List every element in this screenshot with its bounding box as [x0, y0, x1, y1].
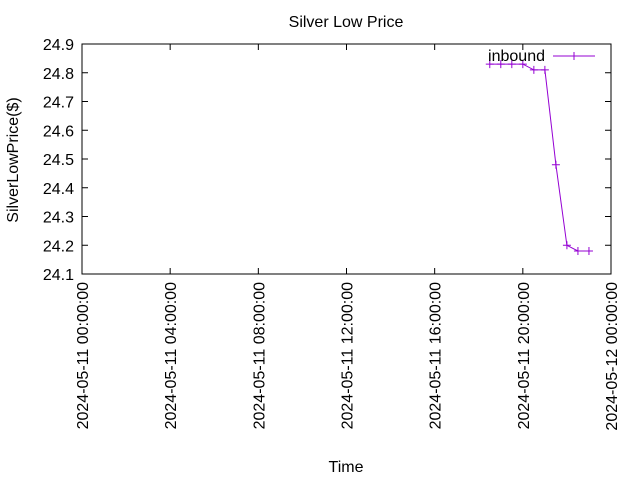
legend-label: inbound	[488, 48, 545, 65]
data-point	[496, 60, 505, 69]
y-tick-label: 24.4	[43, 181, 74, 198]
data-point	[529, 65, 538, 74]
y-tick-label: 24.7	[43, 95, 74, 112]
y-tick-label: 24.2	[43, 238, 74, 255]
data-point	[540, 65, 549, 74]
data-point	[573, 247, 582, 255]
x-tick-label: 2024-05-12 00:00:00	[604, 282, 621, 431]
y-axis: 24.1 24.2 24.3 24.4 24.5 24.6 24.7 24.8 24.9	[43, 37, 611, 284]
y-tick-label: 24.8	[43, 66, 74, 83]
data-point	[518, 60, 527, 69]
y-axis-label: SilverLowPrice($)	[5, 97, 22, 222]
y-tick-label: 24.3	[43, 210, 74, 227]
plot-frame	[81, 43, 612, 275]
x-tick-label: 2024-05-11 00:00:00	[75, 282, 92, 429]
data-point	[507, 60, 516, 69]
data-point	[485, 60, 494, 69]
plot-border	[81, 43, 612, 275]
data-point	[551, 160, 560, 169]
x-axis: 2024-05-11 00:00:00 2024-05-11 04:00:00 20…	[75, 44, 621, 431]
legend: inbound	[488, 48, 595, 65]
y-tick-label: 24.1	[43, 267, 74, 284]
data-point	[584, 247, 593, 255]
chart-title: Silver Low Price	[289, 14, 404, 31]
data-point	[562, 241, 571, 250]
x-axis-label: Time	[329, 459, 364, 476]
x-tick-label: 2024-05-11 12:00:00	[340, 282, 357, 429]
x-tick-label: 2024-05-11 16:00:00	[428, 282, 445, 429]
y-tick-label: 24.6	[43, 123, 74, 140]
series-line	[489, 63, 589, 252]
x-tick-label: 2024-05-11 20:00:00	[516, 282, 533, 429]
y-tick-label: 24.5	[43, 152, 74, 169]
x-tick-label: 2024-05-11 08:00:00	[251, 282, 268, 429]
y-tick-label: 24.9	[43, 37, 74, 54]
x-tick-label: 2024-05-11 04:00:00	[163, 282, 180, 429]
series-layer	[485, 60, 593, 255]
